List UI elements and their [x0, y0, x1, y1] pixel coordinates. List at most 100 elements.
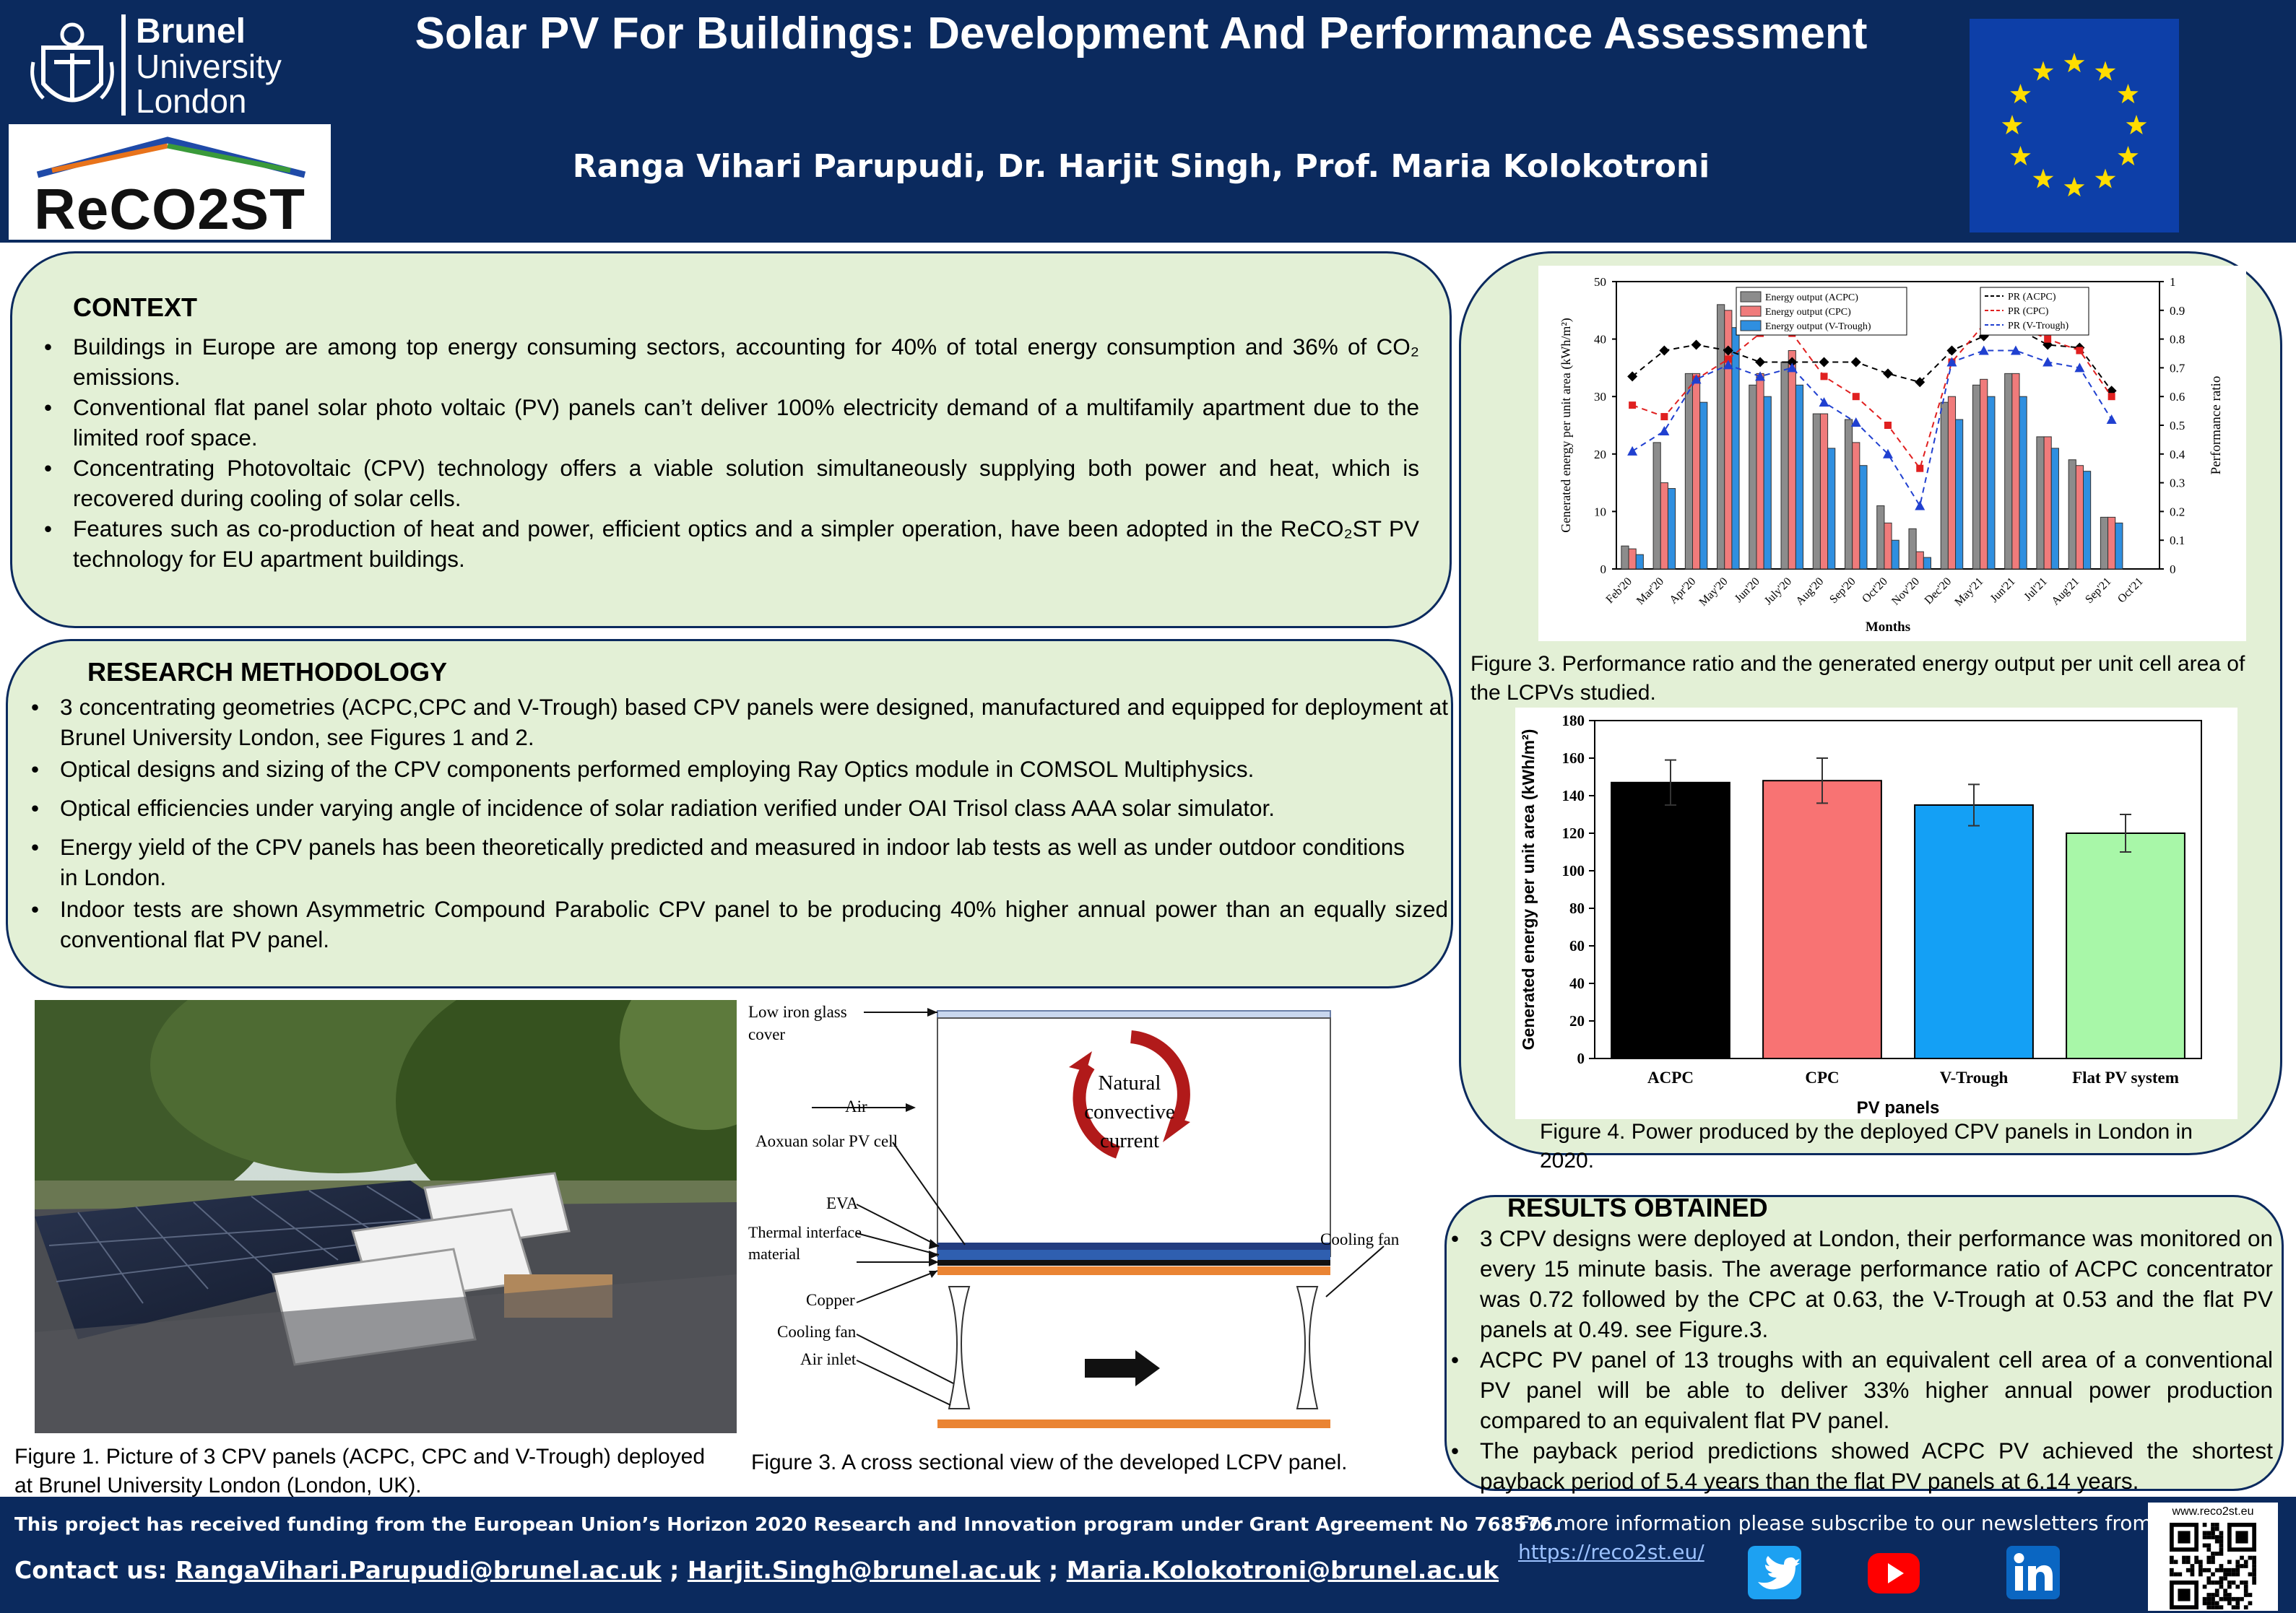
authors: Ranga Vihari Parupudi, Dr. Harjit Singh,…	[572, 148, 1710, 185]
chart3-pr-point	[2076, 347, 2084, 355]
label-copper: Copper	[806, 1291, 855, 1309]
chart4-yaxis-label: Generated energy per unit area (kWh/m²)	[1519, 729, 1538, 1051]
chart3-bar	[1756, 373, 1764, 570]
chart3-bar	[1635, 554, 1644, 570]
chart3-bar	[1788, 350, 1796, 570]
context-bullet: Buildings in Europe are among top energy…	[28, 331, 1419, 392]
footer: This project has received funding from t…	[0, 1497, 2296, 1613]
linkedin-icon[interactable]	[2006, 1546, 2060, 1599]
chart3-bar	[1987, 396, 1996, 570]
chart3-pr-point	[1691, 339, 1702, 350]
chart3-bar	[1692, 373, 1701, 570]
chart3-legend-label: PR (V-Trough)	[2008, 321, 2068, 331]
chart3-bar	[1876, 505, 1885, 570]
email-link-parupudi[interactable]: RangaVihari.Parupudi@brunel.ac.uk	[176, 1556, 662, 1584]
chart3-pr-point	[1819, 397, 1829, 407]
chart3-xtick-label: May'20	[1697, 575, 1730, 609]
label-thermal-interface: Thermal interface material	[748, 1223, 862, 1263]
chart3-pr-point	[2106, 414, 2117, 425]
chart4-bar	[1914, 804, 2034, 1059]
chart3-pr-point	[1723, 345, 1733, 356]
chart3-bar	[1827, 448, 1836, 570]
contact-label: Contact us:	[14, 1556, 168, 1584]
chart3-y2tick-label: 0.3	[2170, 477, 2185, 490]
label-low-iron-glass: Low iron glass cover	[748, 1003, 847, 1043]
chart3-pr-point	[1850, 417, 1861, 427]
chart3-bar	[1972, 384, 1981, 570]
results-heading: RESULTS OBTAINED	[1507, 1193, 1768, 1222]
chart3-pr-point	[1659, 425, 1670, 435]
chart3-pr-point	[1852, 393, 1860, 401]
methodology-bullet: 3 concentrating geometries (ACPC,CPC and…	[15, 692, 1448, 752]
chart4-ytick-label: 160	[1562, 749, 1585, 767]
brunel-logo-line2: University	[136, 48, 282, 85]
chart3-y2tick-label: 0.1	[2170, 534, 2185, 547]
context-list: Buildings in Europe are among top energy…	[28, 331, 1419, 574]
chart3-pr-point	[2044, 335, 2052, 343]
context-bullet: Conventional flat panel solar photo volt…	[28, 392, 1419, 453]
chart3-legend-label: PR (ACPC)	[2008, 292, 2056, 303]
chart3-yaxis-label: Generated energy per unit area (kWh/m²)	[1559, 318, 1574, 532]
chart3-bar	[1731, 327, 1740, 570]
chart3-bar	[1884, 522, 1892, 570]
chart3-bar	[1667, 488, 1676, 570]
chart3-bar	[1628, 548, 1637, 570]
chart3-legend-swatch	[1740, 305, 1762, 317]
chart3-pr-point	[2074, 362, 2085, 373]
chart3-y2tick-label: 0.2	[2170, 505, 2185, 518]
chart3-pr-point	[1723, 360, 1733, 370]
chart4-ytick-label: 0	[1577, 1050, 1585, 1067]
label-eva: EVA	[826, 1194, 859, 1212]
chart3-xtick-label: May'21	[1952, 575, 1985, 609]
header-banner	[0, 0, 2296, 243]
chart3-bar	[1684, 373, 1694, 570]
poster-title: Solar PV For Buildings: Development And …	[415, 9, 1868, 58]
chart3-pr-point	[1915, 377, 1925, 388]
chart3-xtick-label: Sep'20	[1827, 575, 1858, 606]
figure4-chart-box: 0 20 40 60 80 100 120 140 160 180 ACPC CPC V-Trough F…	[1515, 708, 2237, 1119]
reco2st-wordmark: ReCO2ST	[34, 177, 306, 241]
eu-star-icon	[2126, 115, 2147, 135]
chart3-ytick-label: 0	[1600, 562, 1607, 576]
methodology-bullet: Optical designs and sizing of the CPV co…	[15, 754, 1448, 784]
chart4-ytick-label: 40	[1569, 975, 1585, 992]
chart3-bar-legend	[1736, 287, 1907, 336]
chart3-pr-point	[2107, 393, 2115, 401]
email-link-singh[interactable]: Harjit.Singh@brunel.ac.uk	[687, 1556, 1041, 1584]
results-list: 3 CPV designs were deployed at London, t…	[1435, 1223, 2273, 1496]
reco2st-logo: ReCO2ST	[9, 124, 331, 241]
brunel-university-logo: Brunel University London	[29, 14, 282, 123]
eu-star-icon	[2032, 168, 2054, 188]
chart4-xtick-label: CPC	[1805, 1069, 1839, 1087]
chart3-xtick-label: Oct'20	[1860, 575, 1890, 606]
label-air-inlet: Air inlet	[800, 1350, 857, 1368]
chart3-bar	[2004, 373, 2013, 570]
reco2st-website-link[interactable]: https://reco2st.eu/	[1518, 1540, 1704, 1564]
methodology-heading: RESEARCH METHODOLOGY	[87, 657, 448, 687]
chart3-bar	[2107, 516, 2116, 570]
chart4-bar	[2066, 832, 2185, 1059]
twitter-icon[interactable]	[1748, 1546, 1801, 1599]
chart4-ytick-label: 60	[1569, 937, 1585, 955]
newsletter-text: For more information please subscribe to…	[1518, 1511, 2152, 1535]
context-panel: CONTEXT Buildings in Europe are among to…	[10, 251, 1452, 628]
chart3-xtick-label: Mar'20	[1634, 575, 1666, 607]
chart3-bar	[1780, 361, 1789, 570]
youtube-icon[interactable]	[1866, 1549, 1921, 1598]
figure3-chart-box: 0 10 20 30 40 50 0 0.1 0.2 0.3 0.4 0.5 0.6 0.7 0.8 0.9 1…	[1538, 266, 2246, 641]
chart3-legend-label: PR (CPC)	[2008, 306, 2049, 317]
chart4-ytick-label: 180	[1562, 712, 1585, 729]
email-link-kolokotroni[interactable]: Maria.Kolokotroni@brunel.ac.uk	[1066, 1556, 1499, 1584]
chart3-pr-point	[1978, 345, 1989, 355]
funding-statement: This project has received funding from t…	[14, 1514, 1560, 1536]
chart3-bar	[1749, 384, 1757, 570]
chart3-bar	[2075, 465, 2084, 570]
qr-code-icon[interactable]: www.reco2st.eu	[2148, 1503, 2278, 1611]
chart3-bar	[2082, 471, 2092, 570]
results-panel: RESULTS OBTAINED 3 CPV designs were depl…	[1444, 1193, 2284, 1494]
chart3-y2tick-label: 0.6	[2170, 390, 2185, 404]
qr-label: www.reco2st.eu	[2172, 1505, 2254, 1518]
chart3-pr-point	[1819, 357, 1829, 368]
chart3-xtick-label: Jun'20	[1733, 575, 1762, 605]
chart3-bar	[1908, 528, 1917, 570]
